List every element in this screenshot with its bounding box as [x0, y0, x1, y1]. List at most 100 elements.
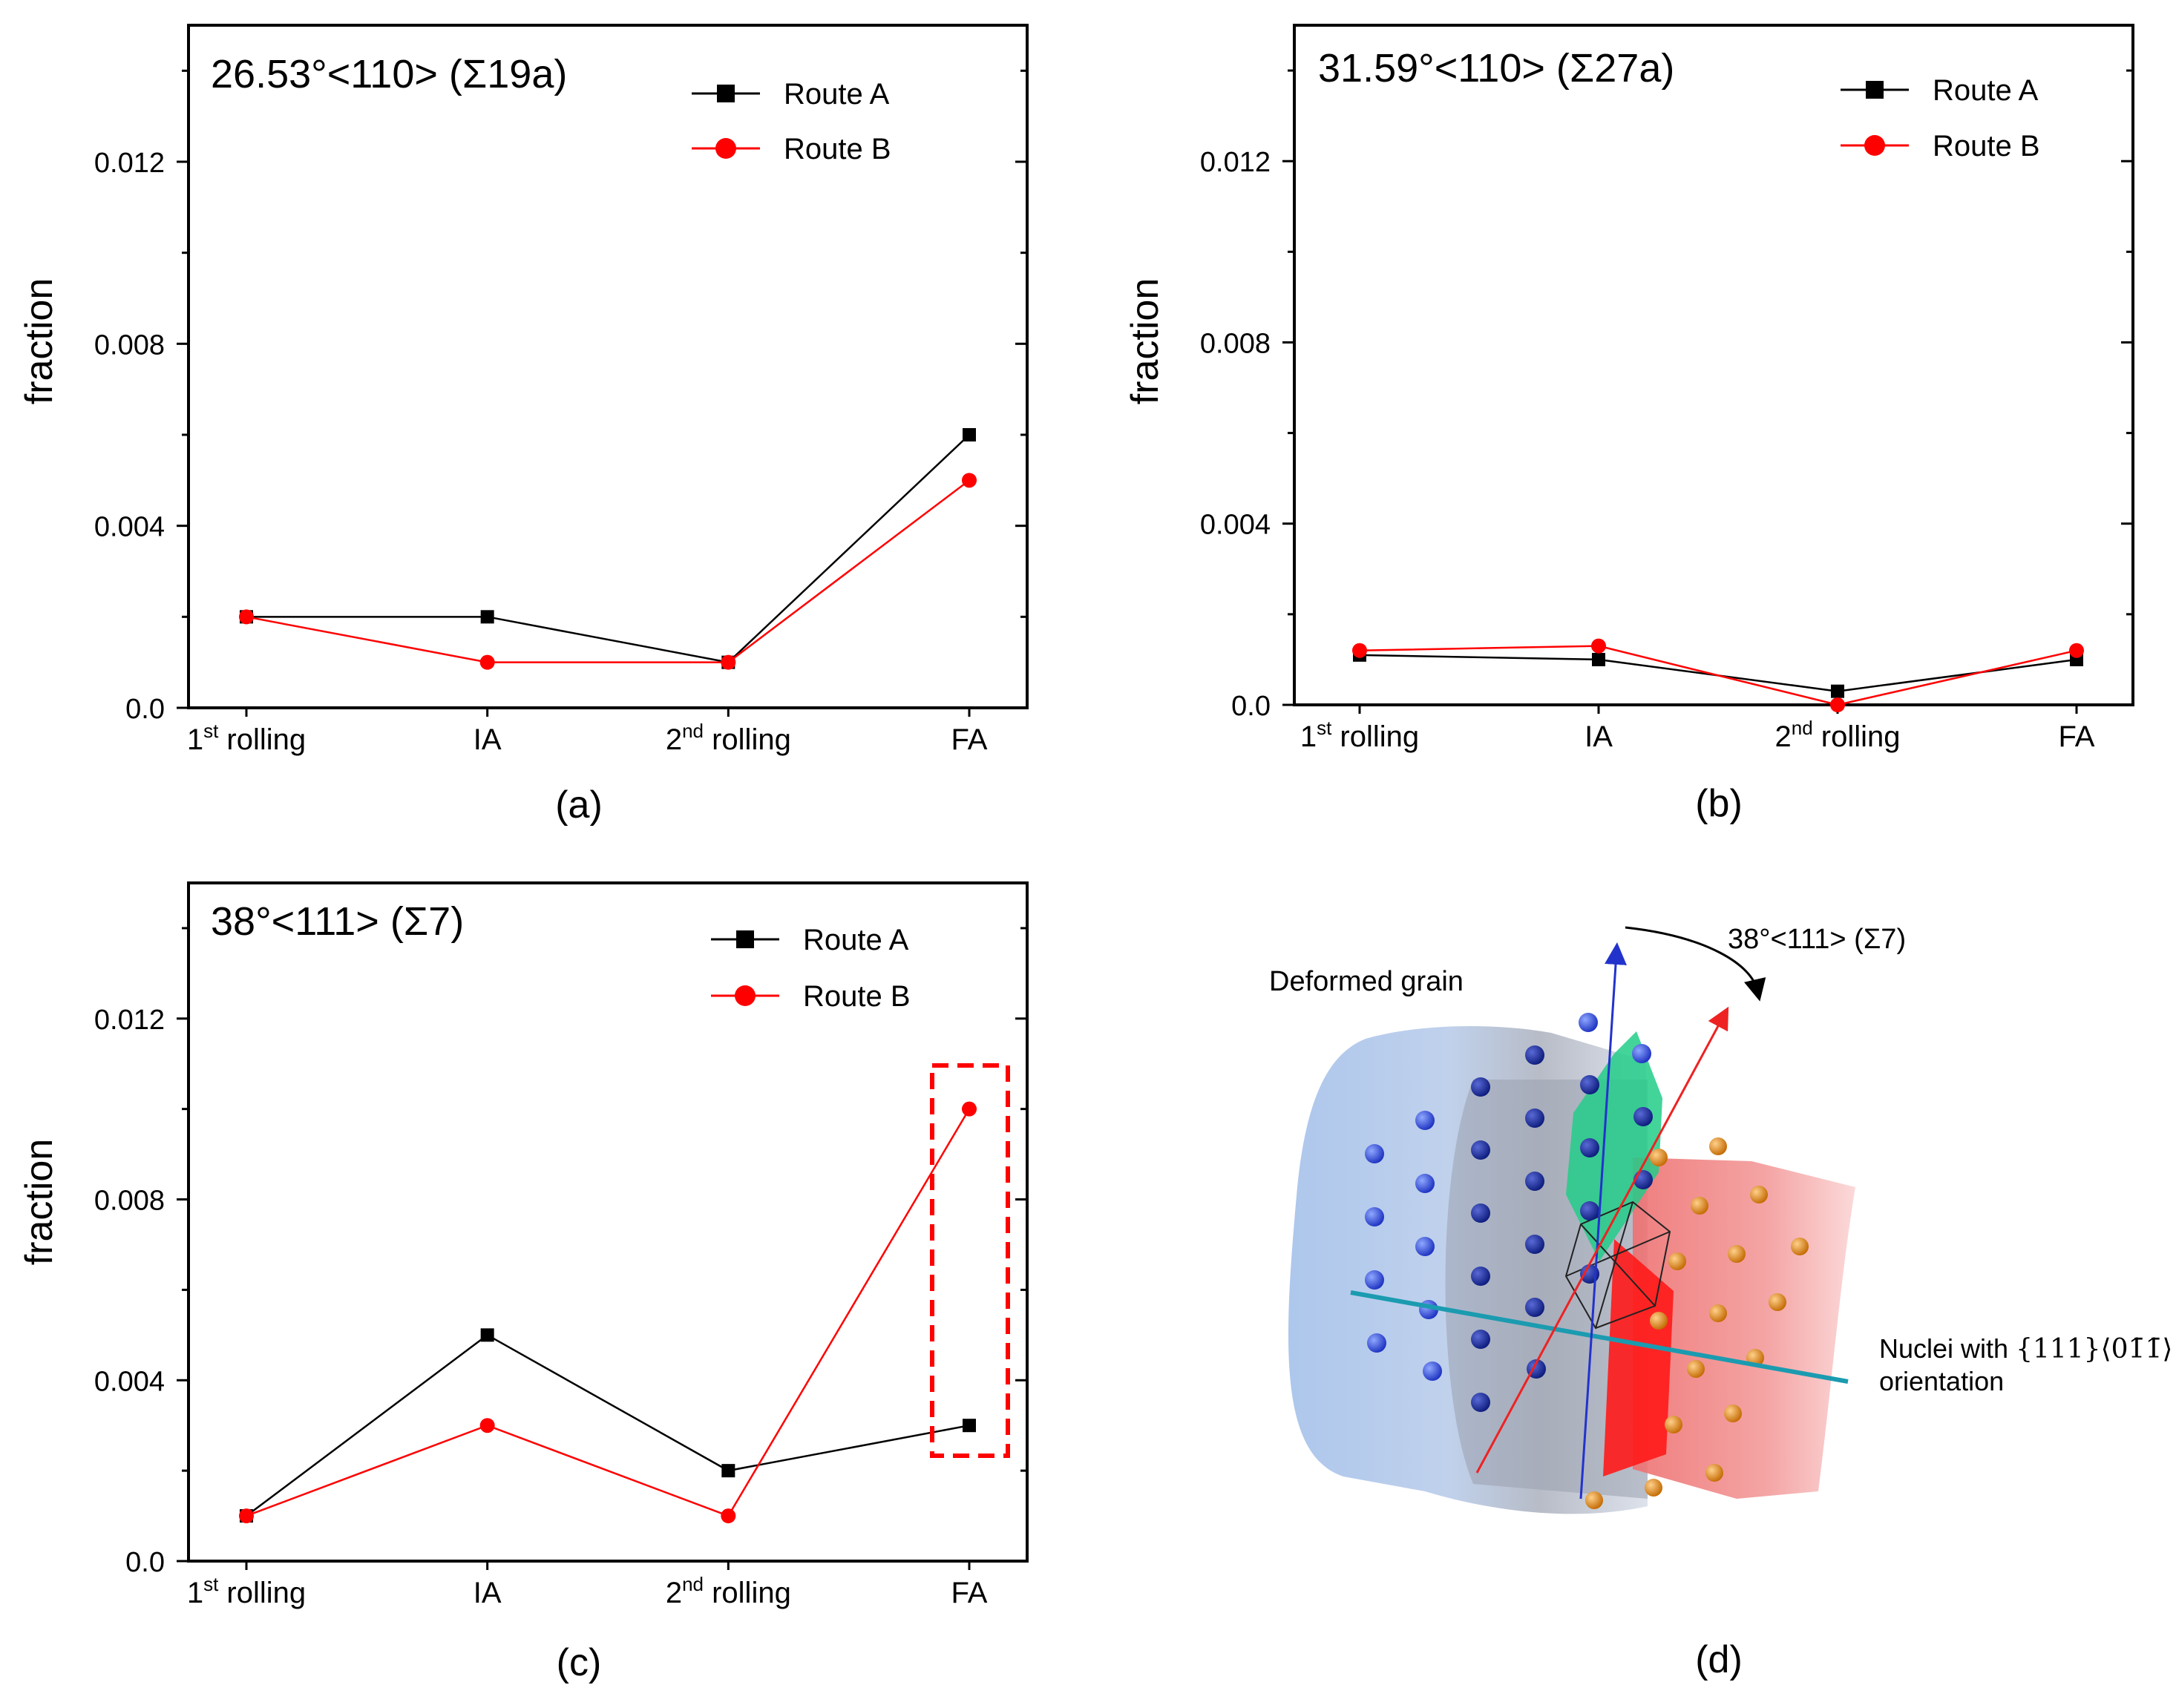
rotation-label: 38°<111> (Σ7) [1728, 924, 1906, 955]
legend-marker-route-b [735, 985, 756, 1006]
data-point-route-b [239, 1508, 254, 1524]
x-tick-label-rest: rolling [218, 1577, 306, 1609]
x-tick-label-sup: st [1317, 717, 1332, 739]
x-tick-label-rest: rolling [1813, 720, 1901, 753]
series-line-route-b [246, 1108, 971, 1517]
horizontal-axis-line [1350, 1290, 1849, 1384]
legend-label-route-a: Route A [784, 78, 890, 111]
y-tick-label: 0.004 [1200, 510, 1271, 541]
atom [1423, 1362, 1442, 1381]
y-tick-label: 0.004 [94, 1366, 165, 1397]
data-point-route-b [2069, 643, 2084, 658]
legend-marker-route-a [1866, 81, 1884, 99]
data-point-route-a [963, 1419, 976, 1433]
x-tick-label: FA [951, 723, 988, 756]
x-tick-label: 1st rolling [187, 1573, 306, 1609]
atom [1471, 1393, 1490, 1412]
data-point-route-b [1830, 697, 1845, 712]
atom [1632, 1044, 1651, 1063]
atom [1691, 1197, 1708, 1215]
y-tick-label: 0.004 [94, 512, 165, 543]
chart-panel-c: 38°<111> (Σ7) fraction 0.0 0.004 0.008 0.01… [18, 881, 1029, 1684]
x-tick-label-base: IA [473, 723, 502, 756]
x-tick-label-base: 2 [666, 723, 682, 756]
chart-panel-b: 31.59°<110> (Σ27a) fraction 0.0 0.004 0.00… [1124, 24, 2134, 825]
series-line-route-a [246, 434, 970, 664]
x-tick-label-base: 2 [666, 1577, 682, 1609]
atom [1471, 1203, 1490, 1223]
y-tick-label: 0.012 [1200, 147, 1271, 178]
data-point-route-a [480, 1328, 494, 1342]
legend-label-route-a: Route A [1933, 74, 2039, 107]
plot-frame [187, 881, 1029, 1563]
atom [1705, 1464, 1723, 1482]
atom [1724, 1405, 1742, 1422]
legend-label-route-b: Route B [1933, 130, 2040, 162]
y-axis-label: fraction [18, 278, 61, 405]
x-tick-label-rest: rolling [704, 723, 791, 756]
chart-title: 26.53°<110> (Σ19a) [211, 52, 567, 96]
legend-label-route-a: Route A [803, 924, 909, 956]
chart-title: 31.59°<110> (Σ27a) [1318, 46, 1674, 91]
atom [1525, 1045, 1544, 1065]
atom [1580, 1201, 1599, 1221]
atom [1415, 1174, 1435, 1193]
rotation-axis-red [1475, 1006, 1729, 1474]
x-tick-label-sup: nd [682, 1573, 704, 1595]
y-tick-label: 0.012 [94, 1005, 165, 1036]
atom [1580, 1075, 1599, 1094]
x-tick-label-base: 1 [1300, 720, 1317, 753]
atom [1525, 1235, 1544, 1254]
legend-marker-route-b [1864, 135, 1885, 156]
atom [1633, 1107, 1653, 1126]
atom [1585, 1491, 1603, 1509]
y-tick-label: 0.0 [125, 694, 165, 725]
chart-title: 38°<111> (Σ7) [211, 899, 464, 944]
data-point-route-a [1831, 684, 1844, 698]
legend-marker-route-a [717, 85, 735, 102]
data-point-route-a [963, 428, 976, 441]
nuclei-label-line2: orientation [1879, 1366, 2004, 1396]
atom [1668, 1252, 1686, 1270]
legend: Route A Route B [1841, 74, 2040, 162]
nuclei-label-prefix: Nuclei with [1879, 1333, 2016, 1364]
y-tick-label: 0.008 [94, 329, 165, 361]
data-point-route-b [1591, 638, 1606, 654]
x-tick-label-base: IA [473, 1577, 502, 1609]
x-tick-label: 2nd rolling [1774, 717, 1900, 753]
atom [1367, 1333, 1386, 1353]
x-tick-label: 2nd rolling [666, 720, 791, 756]
series-line-route-b [246, 479, 970, 663]
rotation-axis-blue [1579, 942, 1627, 1500]
x-tick-label-sup: st [203, 1573, 219, 1595]
deformed-grain-label: Deformed grain [1269, 966, 1464, 997]
x-tick-label: FA [2059, 720, 2095, 753]
x-tick-label: 1st rolling [187, 720, 306, 756]
legend-label-route-b: Route B [784, 133, 891, 165]
x-tick-label: IA [1585, 720, 1613, 753]
x-tick-label-sup: nd [1792, 717, 1813, 739]
y-tick-label: 0.008 [94, 1186, 165, 1217]
x-tick-label-base: FA [951, 1577, 988, 1609]
y-tick-label: 0.0 [1231, 691, 1271, 722]
atom [1365, 1270, 1384, 1290]
atom [1769, 1293, 1786, 1311]
legend: Route A Route B [692, 78, 891, 165]
y-axis-label: fraction [1124, 278, 1167, 405]
data-point-route-a [480, 610, 494, 624]
data-point-route-a [721, 1464, 735, 1478]
data-point-route-b [479, 654, 495, 670]
atom [1415, 1111, 1435, 1130]
x-tick-label-rest: rolling [218, 723, 306, 756]
atom [1525, 1172, 1544, 1191]
data-point-route-a [1592, 652, 1605, 666]
chart-panel-a: 26.53°<110> (Σ19a) fraction 0.0 0.004 0.00… [18, 24, 1029, 827]
atom [1471, 1077, 1490, 1097]
atom [1709, 1137, 1727, 1155]
atom [1728, 1245, 1746, 1263]
atom [1415, 1237, 1435, 1256]
nucleus-atoms [1585, 1137, 1809, 1509]
y-tick-label: 0.0 [125, 1547, 165, 1578]
x-tick-label-sup: nd [682, 720, 704, 742]
